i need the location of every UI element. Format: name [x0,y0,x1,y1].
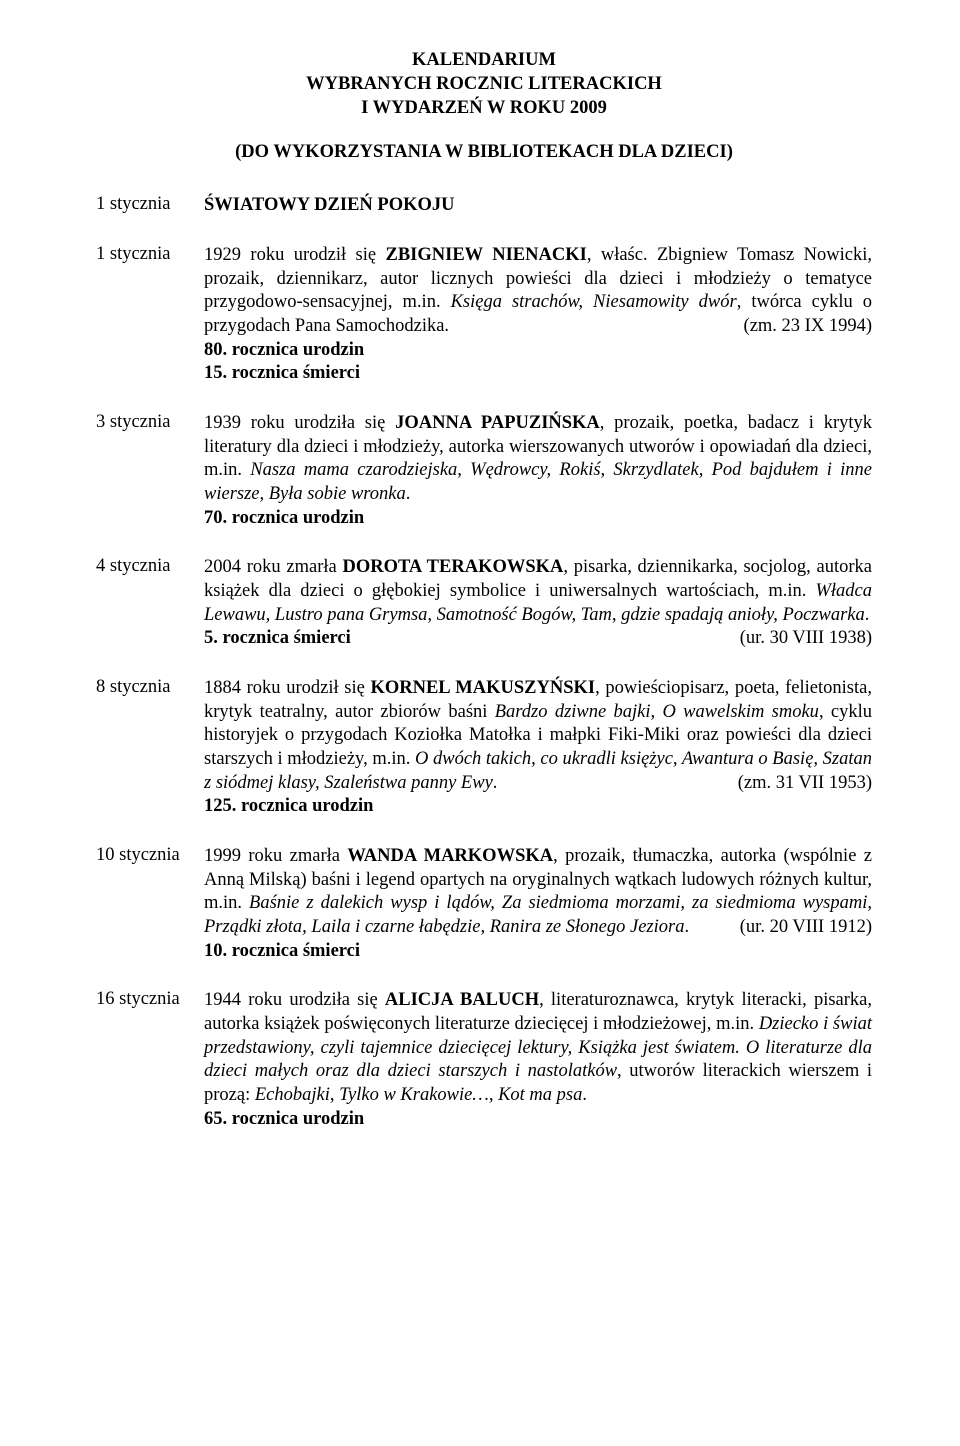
entry-date: 1 stycznia [96,194,204,218]
entries-list: 1 styczniaŚWIATOWY DZIEŃ POKOJU1 styczni… [96,194,872,1131]
calendar-entry: 1 stycznia1929 roku urodził się ZBIGNIEW… [96,244,872,386]
calendar-entry: 16 stycznia1944 roku urodziła się ALICJA… [96,989,872,1131]
entry-date: 8 stycznia [96,677,204,819]
calendar-entry: 3 stycznia1939 roku urodziła się JOANNA … [96,412,872,530]
header-line-3: I WYDARZEŃ W ROKU 2009 [96,96,872,120]
entry-body: 1929 roku urodził się ZBIGNIEW NIENACKI,… [204,244,872,386]
calendar-entry: 8 stycznia1884 roku urodził się KORNEL M… [96,677,872,819]
entry-body: 1999 roku zmarła WANDA MARKOWSKA, prozai… [204,845,872,963]
entry-body: 1944 roku urodziła się ALICJA BALUCH, li… [204,989,872,1131]
entry-body: 1939 roku urodziła się JOANNA PAPUZIŃSKA… [204,412,872,530]
header-line-2: WYBRANYCH ROCZNIC LITERACKICH [96,72,872,96]
document-header: KALENDARIUM WYBRANYCH ROCZNIC LITERACKIC… [96,48,872,164]
entry-date: 10 stycznia [96,845,204,963]
entry-body: 2004 roku zmarła DOROTA TERAKOWSKA, pisa… [204,556,872,651]
calendar-entry: 1 styczniaŚWIATOWY DZIEŃ POKOJU [96,194,872,218]
entry-date: 16 stycznia [96,989,204,1131]
document-page: KALENDARIUM WYBRANYCH ROCZNIC LITERACKIC… [0,0,960,1205]
entry-body: ŚWIATOWY DZIEŃ POKOJU [204,194,872,218]
entry-date: 1 stycznia [96,244,204,386]
entry-date: 4 stycznia [96,556,204,651]
calendar-entry: 4 stycznia2004 roku zmarła DOROTA TERAKO… [96,556,872,651]
header-line-4: (DO WYKORZYSTANIA W BIBLIOTEKACH DLA DZI… [96,140,872,164]
entry-date: 3 stycznia [96,412,204,530]
entry-body: 1884 roku urodził się KORNEL MAKUSZYŃSKI… [204,677,872,819]
calendar-entry: 10 stycznia1999 roku zmarła WANDA MARKOW… [96,845,872,963]
header-line-1: KALENDARIUM [96,48,872,72]
